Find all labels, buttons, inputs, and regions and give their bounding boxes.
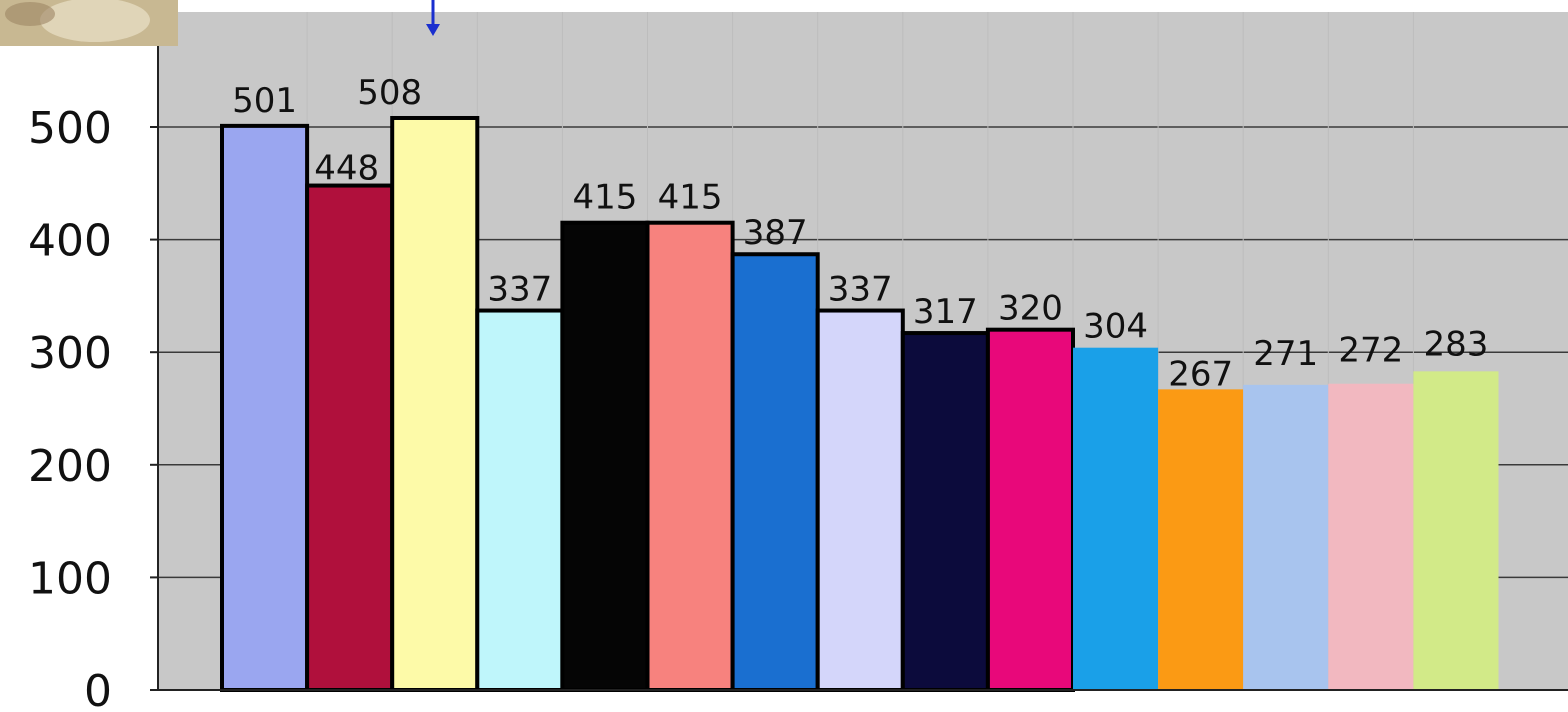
y-tick-label: 500 (28, 103, 112, 154)
bar (730, 252, 820, 692)
y-axis-ticks: 0 100 200 300 400 500 (28, 103, 158, 712)
annotation-arrow-icon (426, 0, 440, 36)
photo-thumbnail-highlight (40, 0, 150, 42)
bar (390, 115, 480, 692)
bar (985, 327, 1076, 692)
photo-thumbnail-corner (0, 0, 178, 46)
bar (475, 308, 565, 692)
data-label: 415 (658, 178, 723, 218)
data-label: 448 (314, 149, 379, 189)
bar (900, 331, 990, 692)
photo-thumbnail-shadow (5, 2, 55, 26)
bar (1158, 389, 1244, 690)
data-label: 304 (1083, 307, 1148, 347)
data-label: 337 (828, 270, 893, 310)
y-tick-label: 400 (28, 216, 112, 267)
bar (305, 183, 395, 692)
bar (1328, 383, 1414, 690)
data-label: 320 (998, 289, 1063, 329)
data-labels: 501 448 508 337 415 415 387 337 317 320 304 267 271 2… (232, 73, 1488, 394)
arrow-head (426, 24, 440, 36)
data-label: 501 (232, 81, 297, 121)
y-tick-label: 300 (28, 328, 112, 379)
y-tick-label: 100 (28, 553, 112, 604)
y-tick-label: 0 (84, 666, 112, 712)
data-label: 267 (1168, 354, 1233, 394)
data-label: 283 (1423, 324, 1488, 364)
bar (815, 308, 905, 692)
bar (1073, 347, 1159, 690)
bar (220, 123, 310, 692)
y-tick-label: 200 (28, 441, 112, 492)
bar (560, 220, 650, 693)
data-label: 272 (1338, 331, 1403, 371)
bar (1413, 371, 1499, 690)
bars (220, 115, 1499, 693)
data-label: 508 (357, 73, 422, 113)
data-label: 337 (487, 270, 552, 310)
data-label: 271 (1253, 334, 1318, 374)
data-label: 415 (572, 178, 637, 218)
bar (645, 220, 735, 693)
bar (1243, 384, 1329, 690)
data-label: 317 (913, 292, 978, 332)
data-label: 387 (743, 213, 808, 253)
